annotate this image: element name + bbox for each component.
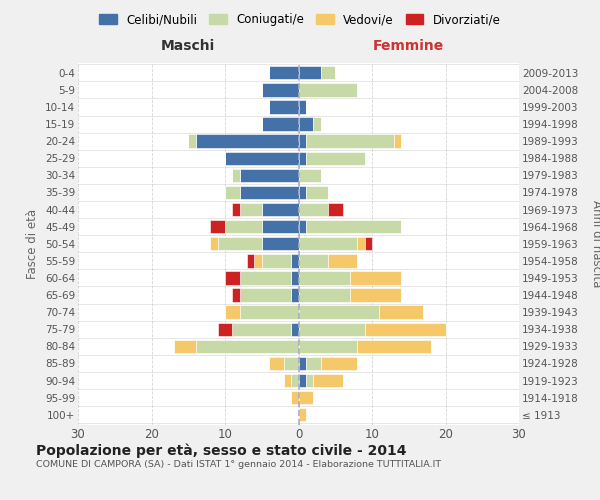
Bar	[306, 134, 394, 148]
Bar	[320, 357, 358, 370]
Bar	[291, 391, 299, 404]
Text: COMUNE DI CAMPORA (SA) - Dati ISTAT 1° gennaio 2014 - Elaborazione TUTTITALIA.IT: COMUNE DI CAMPORA (SA) - Dati ISTAT 1° g…	[36, 460, 441, 469]
Bar	[262, 237, 299, 250]
Bar	[299, 254, 328, 268]
Bar	[379, 306, 424, 319]
Bar	[299, 83, 358, 96]
Bar	[232, 203, 240, 216]
Bar	[211, 237, 218, 250]
Legend: Celibi/Nubili, Coniugati/e, Vedovi/e, Divorziati/e: Celibi/Nubili, Coniugati/e, Vedovi/e, Di…	[95, 8, 505, 31]
Bar	[299, 118, 313, 130]
Text: Popolazione per età, sesso e stato civile - 2014: Popolazione per età, sesso e stato civil…	[36, 443, 407, 458]
Bar	[358, 340, 431, 353]
Bar	[291, 272, 299, 284]
Bar	[247, 254, 254, 268]
Bar	[284, 357, 299, 370]
Bar	[211, 220, 225, 234]
Bar	[299, 272, 350, 284]
Y-axis label: Anni di nascita: Anni di nascita	[590, 200, 600, 288]
Bar	[218, 237, 262, 250]
Bar	[299, 220, 306, 234]
Bar	[299, 168, 320, 182]
Bar	[218, 322, 232, 336]
Bar	[262, 203, 299, 216]
Bar	[196, 134, 299, 148]
Bar	[299, 134, 306, 148]
Bar	[306, 357, 320, 370]
Bar	[320, 66, 335, 80]
Bar	[299, 357, 306, 370]
Bar	[306, 220, 401, 234]
Bar	[299, 340, 358, 353]
Bar	[299, 237, 358, 250]
Bar	[262, 254, 291, 268]
Bar	[299, 152, 306, 165]
Bar	[365, 237, 372, 250]
Bar	[299, 322, 365, 336]
Bar	[299, 374, 306, 387]
Bar	[240, 203, 262, 216]
Bar	[262, 118, 299, 130]
Bar	[365, 322, 445, 336]
Bar	[188, 134, 196, 148]
Bar	[225, 152, 299, 165]
Bar	[291, 254, 299, 268]
Bar	[299, 288, 350, 302]
Bar	[350, 272, 401, 284]
Bar	[240, 288, 291, 302]
Bar	[173, 340, 196, 353]
Bar	[240, 272, 291, 284]
Bar	[306, 374, 313, 387]
Bar	[299, 100, 306, 114]
Bar	[328, 254, 357, 268]
Bar	[225, 220, 262, 234]
Bar	[350, 288, 401, 302]
Bar	[284, 374, 291, 387]
Bar	[232, 288, 240, 302]
Bar	[225, 306, 240, 319]
Bar	[262, 83, 299, 96]
Bar	[240, 168, 299, 182]
Bar	[232, 168, 240, 182]
Bar	[269, 66, 299, 80]
Bar	[225, 186, 240, 199]
Bar	[358, 237, 365, 250]
Bar	[232, 322, 291, 336]
Bar	[299, 66, 320, 80]
Bar	[306, 152, 365, 165]
Text: Maschi: Maschi	[161, 39, 215, 53]
Bar	[291, 288, 299, 302]
Bar	[394, 134, 401, 148]
Bar	[262, 220, 299, 234]
Bar	[240, 186, 299, 199]
Bar	[291, 322, 299, 336]
Bar	[254, 254, 262, 268]
Bar	[196, 340, 299, 353]
Text: Femmine: Femmine	[373, 39, 445, 53]
Bar	[240, 306, 299, 319]
Bar	[299, 203, 328, 216]
Bar	[299, 186, 306, 199]
Bar	[269, 357, 284, 370]
Bar	[306, 186, 328, 199]
Bar	[299, 391, 313, 404]
Y-axis label: Fasce di età: Fasce di età	[26, 208, 40, 279]
Bar	[299, 306, 379, 319]
Bar	[225, 272, 240, 284]
Bar	[299, 408, 306, 422]
Bar	[291, 374, 299, 387]
Bar	[313, 118, 320, 130]
Bar	[269, 100, 299, 114]
Bar	[313, 374, 343, 387]
Bar	[328, 203, 343, 216]
